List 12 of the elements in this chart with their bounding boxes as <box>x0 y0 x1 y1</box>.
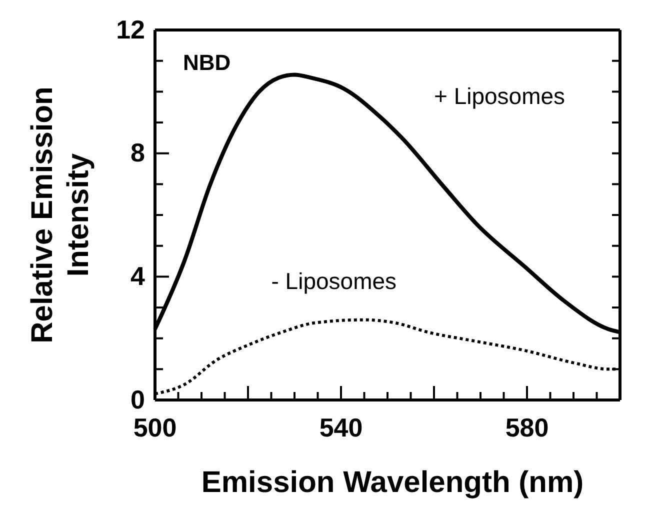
series-label: - Liposomes <box>271 268 397 294</box>
y-tick-label: 4 <box>130 260 146 291</box>
y-tick-label: 0 <box>130 384 145 414</box>
y-tick-label: 12 <box>116 14 145 44</box>
legend-label: + Liposomes <box>434 83 566 109</box>
y-tick-label: 8 <box>130 138 145 168</box>
annotation: NBD <box>183 50 231 75</box>
x-tick-label: 500 <box>133 412 177 442</box>
x-tick-label: 540 <box>319 412 363 442</box>
y-axis-title: Relative Emission Intensity <box>26 86 95 344</box>
x-axis-title: Emission Wavelength (nm) <box>201 466 584 499</box>
x-tick-label: 580 <box>505 412 549 442</box>
